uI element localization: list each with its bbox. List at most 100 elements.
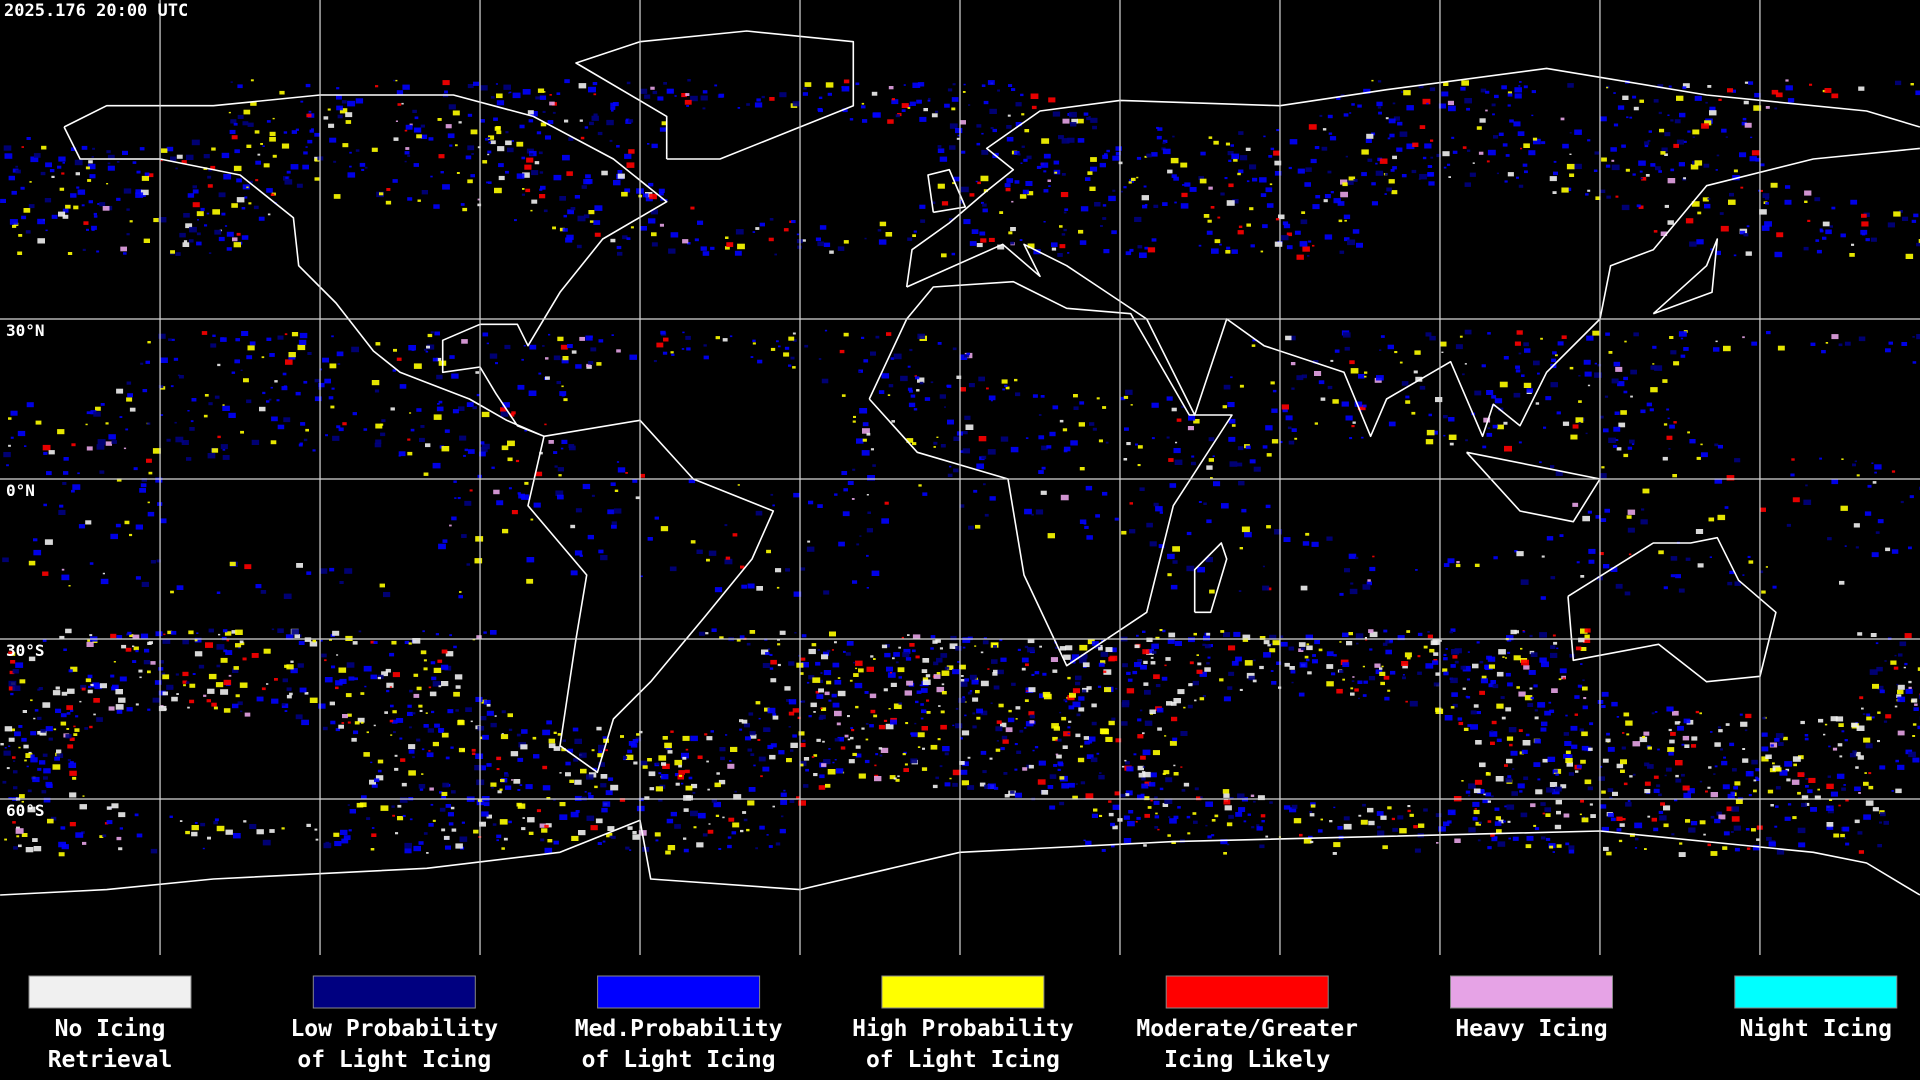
icing-pixel (1289, 335, 1296, 341)
icing-pixel (396, 718, 404, 723)
icing-pixel (800, 567, 806, 571)
icing-pixel (789, 220, 793, 223)
icing-pixel (886, 332, 892, 336)
icing-pixel (413, 163, 419, 167)
icing-pixel (291, 130, 297, 134)
icing-pixel (1147, 806, 1152, 809)
icing-pixel (281, 703, 289, 708)
icing-pixel (291, 629, 299, 635)
icing-pixel (393, 79, 396, 82)
icing-pixel (325, 434, 328, 437)
icing-pixel (748, 787, 756, 792)
icing-pixel (1269, 183, 1273, 186)
icing-pixel (801, 700, 806, 703)
icing-pixel (549, 94, 552, 96)
icing-pixel (1580, 628, 1588, 634)
icing-pixel (1022, 189, 1029, 194)
icing-pixel (1702, 197, 1709, 202)
icing-pixel (1075, 675, 1082, 681)
icing-pixel (553, 174, 562, 181)
icing-pixel (1872, 481, 1877, 484)
icing-pixel (505, 170, 509, 174)
icing-pixel (161, 148, 168, 153)
icing-pixel (1656, 784, 1661, 788)
icing-pixel (1486, 772, 1489, 774)
icing-pixel (1068, 720, 1072, 723)
icing-pixel (852, 580, 858, 584)
icing-pixel (1435, 813, 1442, 818)
icing-pixel (270, 440, 277, 445)
icing-pixel (1432, 639, 1441, 645)
icing-pixel (1707, 786, 1711, 789)
icing-pixel (1588, 747, 1593, 751)
icing-pixel (559, 772, 562, 774)
icing-pixel (477, 198, 481, 201)
icing-pixel (526, 557, 535, 563)
icing-pixel (1016, 750, 1022, 754)
icing-pixel (1551, 788, 1560, 795)
icing-pixel (486, 704, 491, 707)
icing-pixel (1379, 349, 1382, 351)
icing-pixel (1748, 794, 1752, 797)
icing-pixel (711, 628, 717, 632)
icing-pixel (1182, 184, 1185, 186)
icing-pixel (1021, 667, 1026, 671)
icing-pixel (1603, 428, 1609, 433)
icing-pixel (591, 494, 595, 497)
icing-pixel (1125, 793, 1130, 797)
icing-pixel (401, 782, 407, 787)
icing-pixel (1008, 231, 1013, 235)
icing-pixel (1089, 422, 1095, 426)
icing-pixel (1366, 133, 1374, 139)
icing-pixel (1350, 687, 1354, 690)
icing-pixel (1660, 231, 1668, 236)
icing-pixel (1466, 678, 1470, 681)
icing-pixel (1683, 177, 1686, 180)
icing-pixel (1102, 406, 1107, 409)
icing-pixel (529, 344, 537, 350)
icing-pixel (1137, 734, 1144, 739)
icing-pixel (1632, 173, 1636, 176)
icing-pixel (1908, 680, 1912, 684)
icing-pixel (1766, 836, 1772, 841)
icing-pixel (432, 819, 436, 822)
icing-pixel (713, 801, 721, 808)
icing-pixel (1222, 789, 1230, 794)
icing-pixel (770, 347, 776, 351)
icing-pixel (1823, 733, 1826, 736)
icing-pixel (1223, 852, 1227, 855)
icing-pixel (920, 717, 924, 720)
icing-pixel (847, 715, 850, 718)
icing-pixel (171, 696, 178, 702)
icing-pixel (1742, 758, 1749, 763)
icing-pixel (18, 725, 23, 728)
icing-pixel (1142, 732, 1145, 735)
icing-pixel (1716, 811, 1722, 816)
icing-pixel (1509, 119, 1514, 123)
icing-pixel (226, 231, 234, 237)
icing-pixel (1050, 657, 1058, 662)
icing-pixel (24, 445, 27, 447)
icing-pixel (674, 773, 680, 777)
icing-pixel (475, 536, 484, 542)
icing-pixel (1730, 831, 1734, 833)
icing-pixel (565, 761, 571, 766)
icing-pixel (575, 508, 582, 513)
icing-pixel (1088, 116, 1091, 118)
icing-pixel (1294, 230, 1301, 235)
icing-pixel (1303, 838, 1312, 844)
icing-pixel (832, 702, 840, 708)
icing-pixel (223, 174, 232, 180)
icing-pixel (1578, 637, 1585, 643)
icing-pixel (1270, 147, 1275, 151)
icing-pixel (1192, 680, 1199, 686)
icing-pixel (1622, 732, 1625, 734)
icing-pixel (1082, 662, 1090, 668)
icing-pixel (553, 799, 556, 801)
icing-pixel (51, 816, 57, 821)
icing-pixel (373, 724, 376, 727)
icing-pixel (621, 191, 628, 197)
icing-pixel (547, 839, 553, 843)
icing-pixel (1644, 141, 1650, 145)
icing-pixel (1152, 650, 1157, 654)
